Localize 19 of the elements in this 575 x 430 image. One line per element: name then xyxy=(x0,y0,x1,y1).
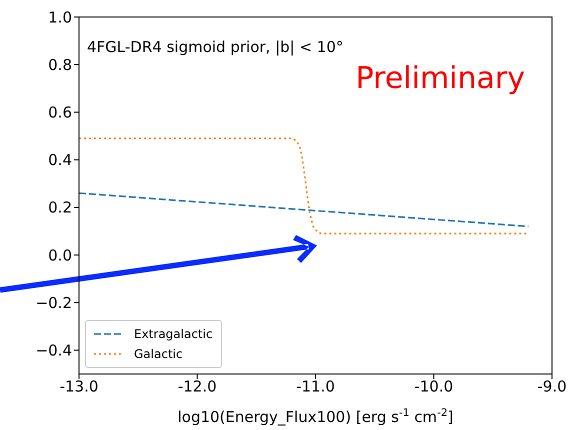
line-series xyxy=(79,138,530,234)
y-tick-label: 0.8 xyxy=(48,56,72,74)
x-tick-label: -11.0 xyxy=(296,378,335,396)
legend-label: Extragalactic xyxy=(134,327,213,341)
y-tick-label: 0.6 xyxy=(48,104,72,122)
y-tick-label: −0.2 xyxy=(36,294,72,312)
x-tick-label: -10.0 xyxy=(414,378,454,396)
x-tick-label: -9.0 xyxy=(537,378,567,396)
y-tick-label: −0.4 xyxy=(36,342,72,360)
x-axis-title: log10(Energy_Flux100) [erg s$^{-1}$ cm$^{-2}$] xyxy=(178,407,454,426)
y-tick-label: 0.0 xyxy=(48,246,72,264)
y-tick-label: 0.2 xyxy=(48,198,72,217)
annotation: Preliminary xyxy=(356,61,525,96)
y-tick-label: 0.4 xyxy=(48,151,72,170)
x-tick-label: -12.0 xyxy=(178,378,217,396)
y-tick-label: 1.0 xyxy=(48,8,72,26)
x-tick-label: -13.0 xyxy=(60,378,98,396)
annotation: 4FGL-DR4 sigmoid prior, |b| < 10° xyxy=(87,38,344,56)
legend-label: Galactic xyxy=(134,347,183,361)
